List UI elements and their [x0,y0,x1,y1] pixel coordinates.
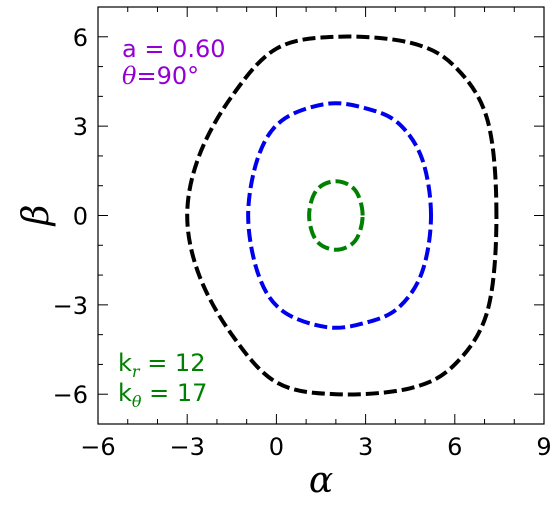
annotation-kr: kr = 12 [118,349,205,381]
y-tick-labels: −6 −3 0 3 6 [53,24,88,409]
x-axis-label: α [309,460,333,501]
annotation-mode-numbers: kr = 12 kθ = 17 [118,349,207,411]
x-tick-label: 3 [358,433,373,461]
annotation-spin: a = 0.60 [122,35,226,63]
y-tick-label: −6 [53,381,88,409]
y-tick-label: −3 [53,292,88,320]
y-tick-label: 3 [73,113,88,141]
inner-curve [307,179,365,252]
middle-curve [246,101,434,330]
outer-curve [185,34,499,397]
x-tick-label: −3 [170,433,205,461]
x-tick-label: −6 [80,433,115,461]
y-axis-label: β [16,205,57,228]
x-tick-label: 6 [447,433,462,461]
x-tick-labels: −6 −3 0 3 6 9 [80,433,551,461]
x-tick-label: 0 [269,433,284,461]
annotation-spin-angle: a = 0.60 θ=90° [122,35,226,90]
annotation-ktheta: kθ = 17 [118,379,207,411]
annotation-angle: θ=90° [122,62,199,90]
y-tick-label: 0 [73,203,88,231]
y-tick-label: 6 [73,24,88,52]
curves [185,34,499,397]
plot-frame [97,6,545,425]
x-tick-label: 9 [536,433,551,461]
